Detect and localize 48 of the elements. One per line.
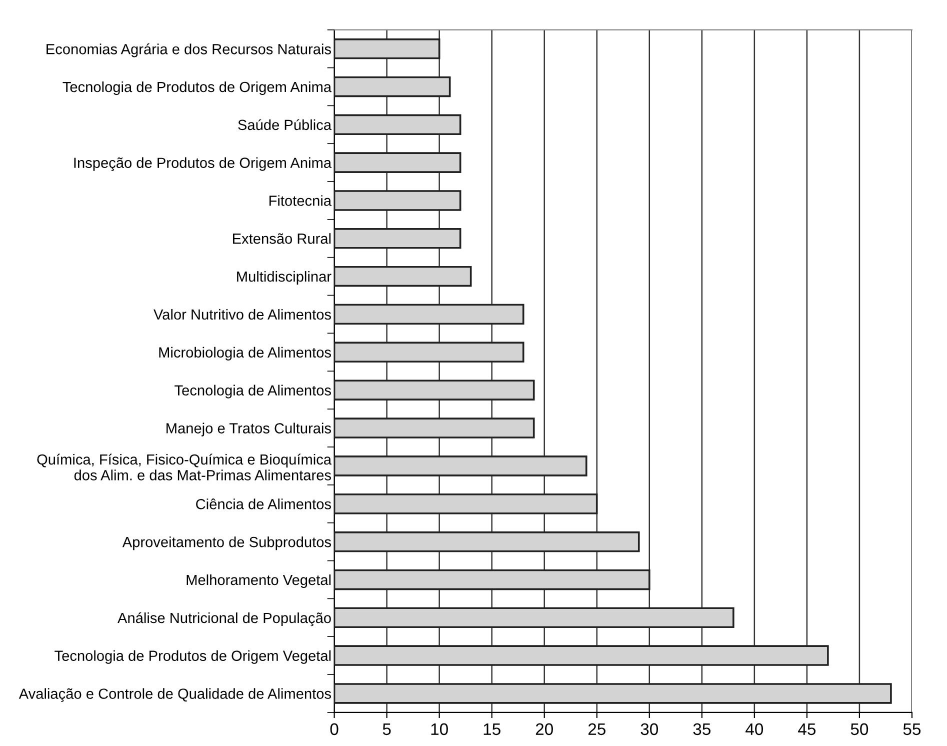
bar	[334, 190, 462, 211]
bar	[334, 152, 462, 173]
y-tick-label: Saúde Pública	[238, 119, 332, 130]
bar	[334, 683, 892, 704]
bar	[334, 266, 472, 287]
x-tick-label: 50	[850, 723, 868, 736]
x-tick-label: 20	[536, 723, 553, 736]
y-tick-label: Aproveitamento de Subprodutos	[122, 536, 331, 550]
bar	[334, 418, 535, 438]
bar	[334, 114, 462, 136]
bar	[334, 531, 640, 552]
x-tick-label: 40	[746, 723, 764, 736]
bar	[334, 304, 524, 325]
x-tick-label: 55	[903, 723, 921, 736]
y-tick-label: Melhoramento Vegetal	[186, 574, 331, 588]
y-tick-label: Valor Nutritivo de Alimentos	[154, 308, 331, 320]
y-tick-label: Economias Agrária e dos Recursos Naturais	[46, 43, 332, 58]
y-tick-label: Química, Física, Fisico-Química e Bioquímica dos Alim. e das Mat-Primas Alimentares	[37, 454, 332, 480]
y-tick-label: Fitotecnia	[269, 195, 332, 206]
x-tick-label: 25	[588, 723, 606, 736]
x-tick-label: 30	[640, 723, 658, 736]
bar	[334, 493, 598, 514]
y-tick-label: Análise Nutricional de População	[118, 612, 331, 626]
bar	[334, 380, 535, 400]
x-tick-label: 35	[693, 723, 710, 736]
bar	[334, 38, 440, 60]
y-tick-label: Avaliação e Controle de Qualidade de Alimentos	[18, 688, 332, 702]
y-tick-label: Manejo e Tratos Culturais	[166, 422, 331, 436]
y-tick-label: Extensão Rural	[233, 233, 331, 244]
y-tick-label: Ciência de Alimentos	[196, 498, 331, 510]
bar	[334, 342, 524, 363]
y-tick-label: Tecnologia de Alimentos	[174, 384, 331, 398]
bar	[334, 645, 829, 666]
x-tick-label: 5	[382, 723, 391, 736]
bar	[334, 456, 588, 476]
bar	[334, 76, 451, 98]
x-tick-label: 15	[484, 723, 500, 736]
x-tick-label: 45	[798, 723, 816, 736]
y-tick-label: Inspeção de Produtos de Origem Anima	[74, 157, 332, 171]
bar	[334, 228, 462, 249]
bar	[334, 569, 650, 590]
y-tick-label: Multidisciplinar	[237, 271, 332, 285]
y-tick-label: Microbiologia de Alimentos	[159, 346, 331, 360]
x-tick-label: 0	[330, 723, 338, 736]
bar	[334, 607, 734, 628]
y-tick-label: Tecnologia de Produtos de Origem Anima	[62, 81, 332, 96]
x-tick-label: 10	[431, 723, 448, 736]
y-tick-label: Tecnologia de Produtos de Origem Vegetal	[54, 650, 331, 664]
